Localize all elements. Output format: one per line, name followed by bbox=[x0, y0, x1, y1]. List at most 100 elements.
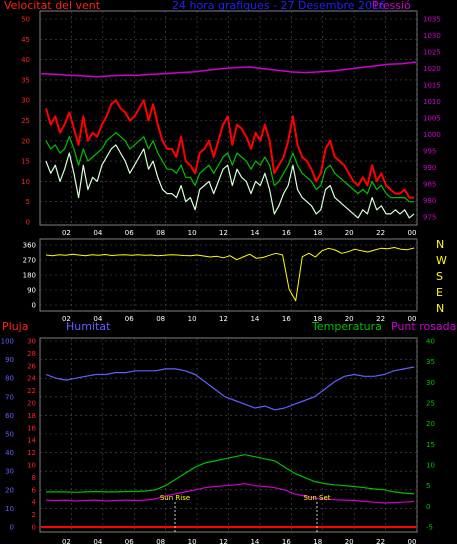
direction-x-tick-label: 16 bbox=[282, 315, 291, 323]
pressure-y-tick-label: 975 bbox=[423, 213, 436, 221]
direction-x-tick-label: 18 bbox=[313, 315, 322, 323]
direction-x-tick-label: 06 bbox=[125, 315, 134, 323]
wind-y-tick-label: 45 bbox=[21, 36, 30, 44]
climate-x-tick-label: 04 bbox=[93, 538, 102, 544]
rain-y-tick-label: 8 bbox=[32, 474, 36, 482]
wind-x-tick-label: 10 bbox=[188, 229, 197, 237]
wind-y-tick-label: 5 bbox=[26, 198, 30, 206]
temp-y-tick-label: 40 bbox=[426, 338, 435, 346]
humidity-label: Humitat bbox=[66, 320, 111, 333]
climate-x-tick-label: 02 bbox=[62, 538, 71, 544]
climate-x-tick-label: 18 bbox=[313, 538, 322, 544]
dewpoint-series bbox=[45, 483, 415, 504]
temp-y-tick-label: 30 bbox=[426, 379, 435, 387]
wind-gust-series bbox=[45, 99, 414, 199]
rain-y-tick-label: 16 bbox=[27, 424, 36, 432]
humidity-y-tick-label: 20 bbox=[5, 486, 14, 494]
temp-y-tick-label: 20 bbox=[426, 420, 435, 428]
wind-y-tick-label: 25 bbox=[21, 117, 30, 125]
humidity-y-tick-label: 10 bbox=[5, 505, 14, 513]
pressure-y-tick-label: 985 bbox=[423, 180, 436, 188]
rain-label: Pluja bbox=[2, 320, 29, 333]
direction-y-tick-label: 180 bbox=[23, 272, 36, 280]
humidity-y-tick-label: 30 bbox=[5, 468, 14, 476]
direction-series bbox=[45, 247, 415, 302]
pressure-y-tick-label: 980 bbox=[423, 197, 436, 205]
direction-x-tick-label: 20 bbox=[345, 315, 354, 323]
direction-x-tick-label: 02 bbox=[62, 315, 71, 323]
rain-y-tick-label: 20 bbox=[27, 400, 36, 408]
temp-y-tick-label: 15 bbox=[426, 441, 435, 449]
pressure-y-tick-label: 1035 bbox=[423, 16, 441, 24]
pressure-y-tick-label: 1030 bbox=[423, 32, 441, 40]
climate-x-tick-label: 12 bbox=[219, 538, 228, 544]
humidity-series bbox=[45, 366, 415, 411]
rain-y-tick-label: 26 bbox=[27, 362, 36, 370]
temp-y-tick-label: 25 bbox=[426, 400, 435, 408]
direction-y-tick-label: 360 bbox=[23, 242, 36, 250]
direction-x-tick-label: 12 bbox=[219, 315, 228, 323]
direction-x-tick-label: 08 bbox=[156, 315, 165, 323]
direction-label-s: S bbox=[436, 270, 443, 283]
pressure-title: Pressió bbox=[372, 0, 411, 12]
dewpoint-label: Punt rosada bbox=[391, 320, 457, 333]
humidity-y-tick-label: 100 bbox=[1, 338, 14, 346]
wind-speed-series bbox=[45, 144, 415, 219]
temp-y-tick-label: 35 bbox=[426, 358, 435, 366]
rain-y-tick-label: 2 bbox=[32, 511, 36, 519]
rain-y-tick-label: 10 bbox=[27, 462, 36, 470]
wind-y-tick-label: 35 bbox=[21, 76, 30, 84]
temp-y-tick-label: 5 bbox=[426, 482, 430, 490]
climate-x-tick-label: 14 bbox=[250, 538, 259, 544]
rain-y-tick-label: 0 bbox=[32, 524, 36, 532]
wind-x-tick-label: 20 bbox=[345, 229, 354, 237]
wind-x-tick-label: 06 bbox=[125, 229, 134, 237]
wind-avg-series bbox=[45, 132, 414, 203]
climate-x-tick-label: 08 bbox=[156, 538, 165, 544]
wind-x-tick-label: 12 bbox=[219, 229, 228, 237]
rain-y-tick-label: 30 bbox=[27, 338, 36, 346]
pressure-y-tick-label: 995 bbox=[423, 147, 436, 155]
humidity-y-tick-label: 80 bbox=[5, 375, 14, 383]
climate-x-tick-label: 06 bbox=[125, 538, 134, 544]
wind-y-tick-label: 50 bbox=[21, 16, 30, 24]
wind-x-tick-label: 02 bbox=[62, 229, 71, 237]
pressure-y-tick-label: 1010 bbox=[423, 98, 441, 106]
wind-y-tick-label: 40 bbox=[21, 56, 30, 64]
wind-x-tick-label: 08 bbox=[156, 229, 165, 237]
climate-x-tick-label: 10 bbox=[188, 538, 197, 544]
rain-y-tick-label: 18 bbox=[27, 412, 36, 420]
direction-label-n-top: N bbox=[436, 238, 445, 251]
rain-y-tick-label: 28 bbox=[27, 350, 36, 358]
pressure-y-tick-label: 1015 bbox=[423, 82, 441, 90]
humidity-y-tick-label: 0 bbox=[10, 524, 14, 532]
direction-x-tick-label: 22 bbox=[376, 315, 385, 323]
wind-y-tick-label: 0 bbox=[26, 219, 30, 227]
wind-x-tick-label: 22 bbox=[376, 229, 385, 237]
temperature-series bbox=[46, 454, 415, 495]
rain-y-tick-label: 14 bbox=[27, 437, 36, 445]
direction-y-tick-label: 270 bbox=[23, 257, 36, 265]
wind-x-tick-label: 04 bbox=[93, 229, 102, 237]
climate-x-tick-label: 16 bbox=[282, 538, 291, 544]
wind-x-tick-label: 18 bbox=[313, 229, 322, 237]
pressure-y-tick-label: 1020 bbox=[423, 65, 441, 73]
humidity-y-tick-label: 60 bbox=[5, 412, 14, 420]
direction-x-tick-label: 14 bbox=[250, 315, 259, 323]
humidity-y-tick-label: 70 bbox=[5, 393, 14, 401]
direction-x-tick-label: 10 bbox=[188, 315, 197, 323]
pressure-y-tick-label: 1000 bbox=[423, 131, 441, 139]
temp-y-tick-label: 10 bbox=[426, 462, 435, 470]
rain-y-tick-label: 22 bbox=[27, 387, 36, 395]
rain-y-tick-label: 6 bbox=[32, 486, 37, 494]
temp-y-tick-label: 0 bbox=[426, 503, 430, 511]
direction-y-tick-label: 0 bbox=[32, 302, 36, 310]
wind-x-tick-label: 00 bbox=[408, 229, 417, 237]
wind-title: Velocitat del vent bbox=[4, 0, 101, 12]
rain-y-tick-label: 24 bbox=[27, 375, 36, 383]
temp-y-tick-label: -5 bbox=[426, 524, 433, 532]
pressure-y-tick-label: 1025 bbox=[423, 49, 441, 57]
climate-x-tick-label: 20 bbox=[345, 538, 354, 544]
direction-label-w: W bbox=[436, 254, 447, 267]
